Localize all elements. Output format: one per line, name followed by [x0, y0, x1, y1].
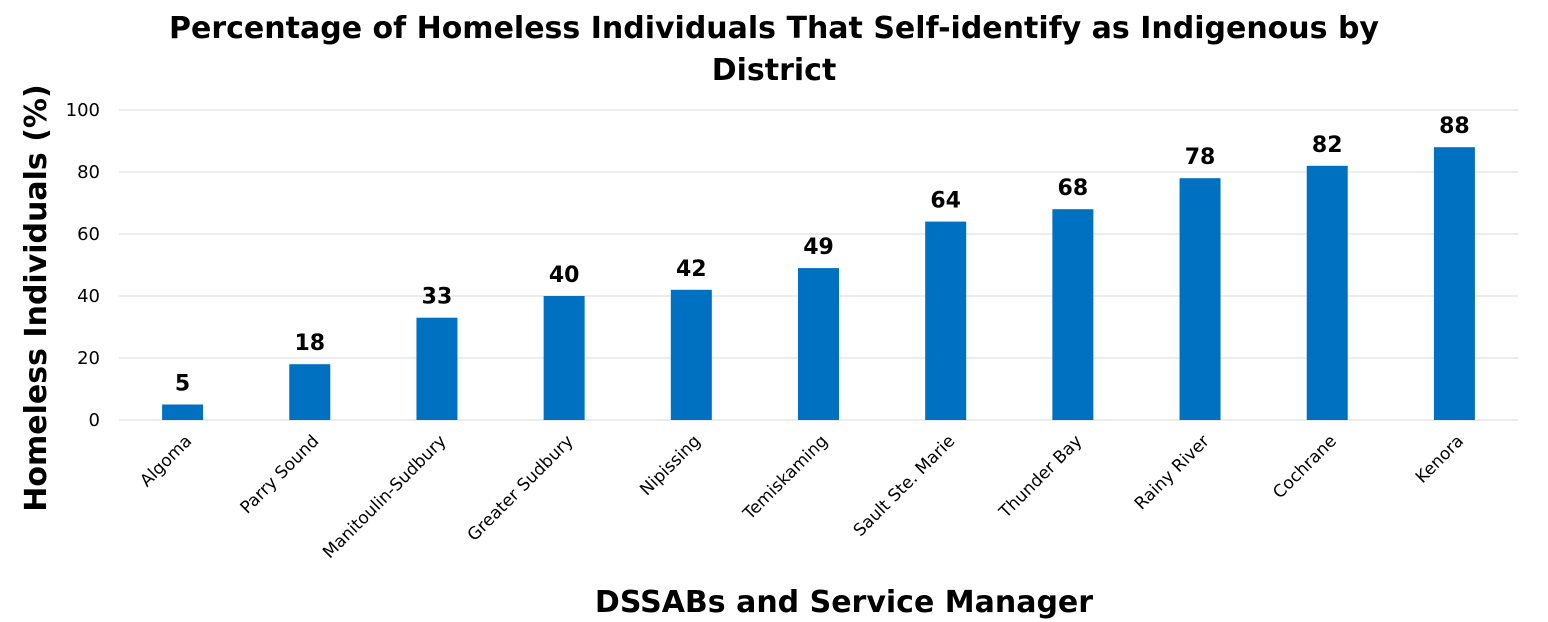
- y-tick-label-80: 80: [77, 162, 100, 183]
- bar-thunder-bay: [1052, 209, 1094, 420]
- y-axis-tick-labels: 0 20 40 60 80 100: [66, 100, 100, 431]
- bar-rainy-river: [1179, 178, 1221, 420]
- data-label: 5: [175, 372, 190, 397]
- bar-kenora: [1433, 147, 1475, 420]
- y-axis-title: Homeless Individuals (%): [19, 84, 54, 511]
- data-label: 88: [1439, 114, 1470, 139]
- x-category-label: Thunder Bay: [995, 431, 1087, 523]
- bar-temiskaming: [798, 268, 839, 420]
- y-tick-label-100: 100: [66, 100, 100, 121]
- chart-subtitle: District: [712, 53, 837, 88]
- bars: [162, 147, 1475, 420]
- data-label: 40: [549, 263, 580, 288]
- data-label: 78: [1185, 145, 1216, 170]
- x-category-label: Nipissing: [636, 431, 705, 500]
- y-tick-label-0: 0: [89, 410, 100, 431]
- bar-greater-sudbury: [543, 296, 585, 420]
- x-category-label: Sault Ste. Marie: [850, 431, 959, 540]
- x-category-label: Parry Sound: [237, 431, 324, 518]
- data-label: 64: [930, 189, 961, 214]
- y-tick-label-20: 20: [77, 348, 100, 369]
- bar-parry-sound: [289, 364, 331, 420]
- y-tick-label-60: 60: [77, 224, 100, 245]
- x-category-label: Manitoulin-Sudbury: [319, 431, 450, 562]
- chart-title: Percentage of Homeless Individuals That …: [169, 11, 1379, 46]
- x-category-label: Cochrane: [1269, 431, 1340, 502]
- x-category-label: Rainy River: [1131, 431, 1214, 514]
- x-category-label: Greater Sudbury: [464, 431, 578, 545]
- data-label: 68: [1058, 176, 1089, 201]
- bar-cochrane: [1306, 165, 1348, 420]
- bar-sault-ste-marie: [925, 221, 967, 420]
- bar-algoma: [162, 404, 204, 420]
- data-label: 42: [676, 257, 707, 282]
- data-label: 49: [803, 235, 834, 260]
- x-category-label: Algoma: [136, 431, 196, 491]
- y-tick-label-40: 40: [77, 286, 100, 307]
- data-label: 33: [422, 285, 453, 310]
- bar-manitoulin-sudbury: [416, 317, 458, 420]
- bar-nipissing: [670, 289, 712, 420]
- data-labels: 5 18 33 40 42 49 64 68 78 82 88: [175, 114, 1470, 396]
- x-axis-title: DSSABs and Service Manager: [595, 585, 1093, 620]
- data-label: 82: [1312, 133, 1343, 158]
- x-category-label: Kenora: [1412, 431, 1468, 487]
- x-category-label: Temiskaming: [739, 431, 832, 524]
- data-label: 18: [294, 331, 325, 356]
